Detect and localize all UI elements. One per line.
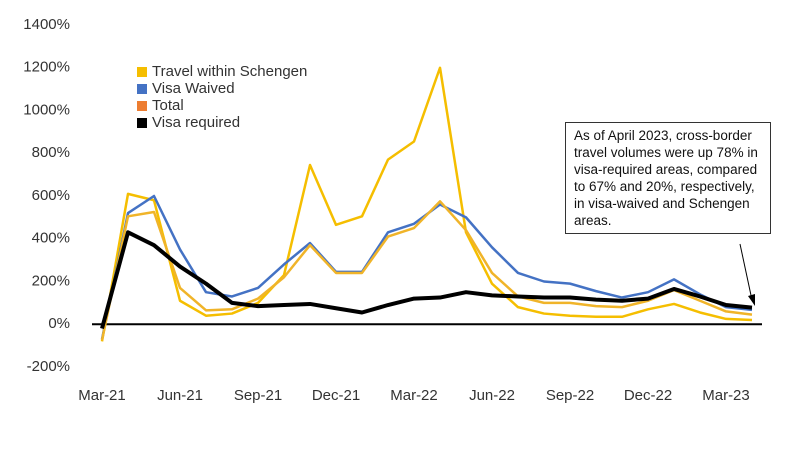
y-tick-label: 0% bbox=[48, 315, 70, 332]
annotation: As of April 2023, cross-border travel vo… bbox=[565, 122, 771, 234]
x-tick-label: Sep-22 bbox=[546, 387, 594, 404]
x-tick-label: Jun-22 bbox=[469, 387, 515, 404]
x-tick-label: Jun-21 bbox=[157, 387, 203, 404]
y-tick-label: 1400% bbox=[23, 16, 70, 33]
y-tick-label: 800% bbox=[32, 144, 70, 161]
legend-swatch bbox=[137, 118, 147, 128]
legend-label: Travel within Schengen bbox=[152, 63, 307, 80]
x-tick-label: Dec-21 bbox=[312, 387, 360, 404]
y-tick-label: 400% bbox=[32, 230, 70, 247]
annotation-arrow bbox=[739, 243, 753, 301]
x-tick-label: Dec-22 bbox=[624, 387, 672, 404]
y-tick-label: 1000% bbox=[23, 101, 70, 118]
legend-swatch bbox=[137, 84, 147, 94]
x-tick-label: Mar-21 bbox=[78, 387, 126, 404]
y-tick-label: 200% bbox=[32, 272, 70, 289]
x-tick-label: Mar-23 bbox=[702, 387, 750, 404]
legend-swatch bbox=[137, 67, 147, 77]
x-tick-label: Mar-22 bbox=[390, 387, 438, 404]
y-tick-label: -200% bbox=[27, 358, 70, 375]
legend-swatch bbox=[137, 101, 147, 111]
legend-label: Visa required bbox=[152, 114, 240, 131]
legend-label: Visa Waived bbox=[152, 80, 235, 97]
series-line bbox=[100, 200, 753, 341]
y-tick-label: 600% bbox=[32, 187, 70, 204]
arrow-head bbox=[748, 294, 755, 306]
series-line bbox=[100, 230, 753, 330]
series-line bbox=[100, 66, 753, 342]
x-tick-label: Sep-21 bbox=[234, 387, 282, 404]
y-tick-label: 1200% bbox=[23, 59, 70, 76]
legend-label: Total bbox=[152, 97, 184, 114]
